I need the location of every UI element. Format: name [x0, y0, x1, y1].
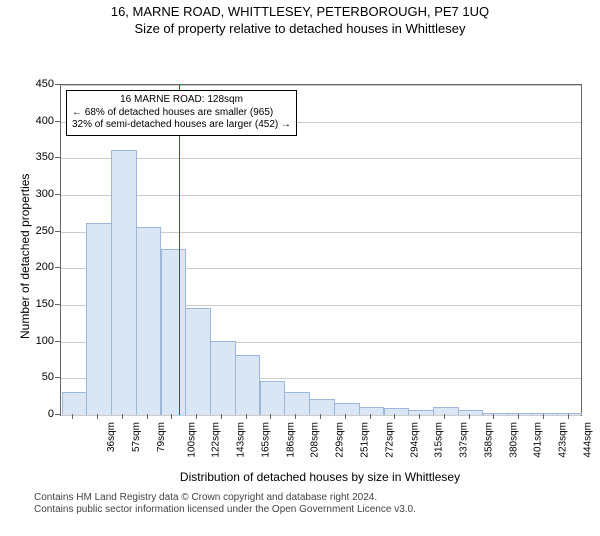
histogram-bar	[532, 413, 558, 415]
xtick-label: 294sqm	[409, 422, 420, 458]
xtick-label: 57sqm	[131, 422, 142, 452]
xtick	[518, 414, 519, 419]
histogram-bar	[384, 408, 410, 415]
xtick-label: 251sqm	[360, 422, 371, 458]
page-subtitle: Size of property relative to detached ho…	[0, 21, 600, 36]
xtick	[469, 414, 470, 419]
xtick	[270, 414, 271, 419]
histogram-bar	[161, 249, 187, 415]
xtick	[221, 414, 222, 419]
footer-line-2: Contains public sector information licen…	[34, 504, 416, 515]
gridline	[61, 415, 581, 416]
xtick	[419, 414, 420, 419]
xtick	[543, 414, 544, 419]
ytick-label: 450	[14, 78, 54, 90]
histogram-bar	[284, 392, 310, 415]
histogram-bar	[185, 308, 211, 415]
ytick	[55, 121, 60, 122]
xtick	[345, 414, 346, 419]
histogram-bar	[86, 223, 112, 415]
xtick	[370, 414, 371, 419]
xtick	[568, 414, 569, 419]
ytick	[55, 267, 60, 268]
xtick-label: 358sqm	[483, 422, 494, 458]
xtick	[320, 414, 321, 419]
ytick-label: 400	[14, 115, 54, 127]
histogram-bar	[433, 407, 459, 415]
histogram-bar	[235, 355, 261, 415]
ytick-label: 50	[14, 371, 54, 383]
ytick	[55, 341, 60, 342]
histogram-bar	[359, 407, 385, 415]
ytick	[55, 231, 60, 232]
gridline	[61, 158, 581, 159]
page-title: 16, MARNE ROAD, WHITTLESEY, PETERBOROUGH…	[0, 4, 600, 19]
xtick-label: 272sqm	[384, 422, 395, 458]
histogram-bar	[507, 413, 533, 415]
histogram-bar	[111, 150, 137, 415]
gridline	[61, 85, 581, 86]
ytick-label: 0	[14, 408, 54, 420]
ytick	[55, 377, 60, 378]
xtick	[444, 414, 445, 419]
histogram-chart: 05010015020025030035040045036sqm57sqm79s…	[0, 36, 600, 536]
xtick	[72, 414, 73, 419]
xtick-label: 143sqm	[236, 422, 247, 458]
xtick-label: 208sqm	[310, 422, 321, 458]
gridline	[61, 195, 581, 196]
xtick	[394, 414, 395, 419]
xtick-label: 337sqm	[459, 422, 470, 458]
ytick-label: 350	[14, 151, 54, 163]
xtick	[246, 414, 247, 419]
histogram-bar	[458, 410, 484, 415]
xtick-label: 79sqm	[156, 422, 167, 452]
histogram-bar	[210, 341, 236, 415]
xtick	[196, 414, 197, 419]
xtick	[147, 414, 148, 419]
xtick	[295, 414, 296, 419]
ytick	[55, 304, 60, 305]
footer-line-1: Contains HM Land Registry data © Crown c…	[34, 492, 377, 503]
xtick-label: 380sqm	[508, 422, 519, 458]
callout-line: ← 68% of detached houses are smaller (96…	[72, 107, 291, 120]
ytick	[55, 194, 60, 195]
y-axis-label: Number of detached properties	[18, 174, 32, 339]
xtick-label: 315sqm	[434, 422, 445, 458]
histogram-bar	[62, 392, 88, 415]
histogram-bar	[483, 413, 509, 415]
xtick-label: 444sqm	[582, 422, 593, 458]
xtick-label: 423sqm	[558, 422, 569, 458]
xtick	[97, 414, 98, 419]
histogram-bar	[334, 403, 360, 415]
histogram-bar	[136, 227, 162, 415]
xtick	[171, 414, 172, 419]
xtick-label: 165sqm	[261, 422, 272, 458]
ytick	[55, 414, 60, 415]
ytick	[55, 84, 60, 85]
x-axis-label: Distribution of detached houses by size …	[60, 470, 580, 484]
xtick-label: 229sqm	[335, 422, 346, 458]
xtick-label: 186sqm	[285, 422, 296, 458]
ytick	[55, 157, 60, 158]
xtick-label: 401sqm	[533, 422, 544, 458]
histogram-bar	[408, 410, 434, 415]
histogram-bar	[557, 413, 583, 415]
histogram-bar	[260, 381, 286, 415]
callout-line: 32% of semi-detached houses are larger (…	[72, 119, 291, 132]
xtick-label: 122sqm	[211, 422, 222, 458]
histogram-bar	[309, 399, 335, 415]
xtick	[122, 414, 123, 419]
xtick	[493, 414, 494, 419]
marker-callout: 16 MARNE ROAD: 128sqm← 68% of detached h…	[66, 90, 297, 136]
xtick-label: 36sqm	[106, 422, 117, 452]
callout-line: 16 MARNE ROAD: 128sqm	[72, 94, 291, 107]
xtick-label: 100sqm	[186, 422, 197, 458]
